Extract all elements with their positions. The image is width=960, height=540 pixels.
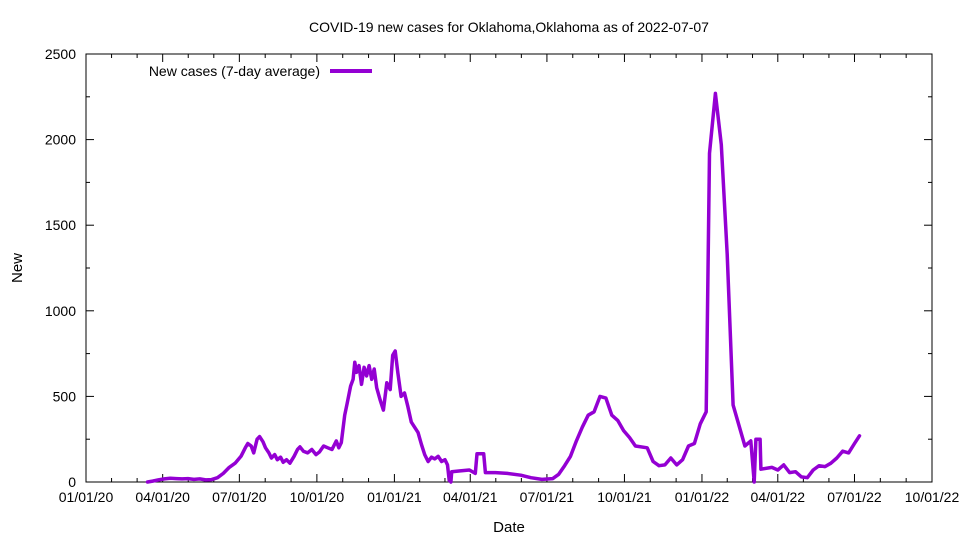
y-tick-label: 2500 bbox=[45, 46, 76, 62]
x-tick-label: 07/01/20 bbox=[212, 489, 267, 505]
chart-title: COVID-19 new cases for Oklahoma,Oklahoma… bbox=[309, 19, 709, 35]
y-tick-label: 1500 bbox=[45, 217, 76, 233]
x-tick-label: 04/01/20 bbox=[135, 489, 190, 505]
x-tick-label: 04/01/22 bbox=[751, 489, 806, 505]
y-tick-label: 500 bbox=[53, 388, 77, 404]
x-tick-label: 04/01/21 bbox=[443, 489, 498, 505]
chart-axes: 01/01/20 04/01/20 07/01/20 10/01/20 01/01/21… bbox=[45, 46, 960, 505]
series-line-0 bbox=[145, 91, 862, 484]
y-tick-label: 1000 bbox=[45, 303, 76, 319]
x-tick-label: 01/01/22 bbox=[675, 489, 730, 505]
x-tick-label: 10/01/22 bbox=[905, 489, 960, 505]
y-tick-label: 0 bbox=[68, 474, 76, 490]
legend: New cases (7-day average) bbox=[149, 63, 372, 79]
plot-frame bbox=[85, 53, 933, 483]
legend-label: New cases (7-day average) bbox=[149, 63, 320, 79]
x-axis-label: Date bbox=[493, 519, 525, 536]
y-axis-label: New bbox=[9, 253, 26, 283]
x-tick-label: 07/01/22 bbox=[827, 489, 882, 505]
y-tick-label: 2000 bbox=[45, 132, 76, 148]
x-tick-label: 10/01/20 bbox=[290, 489, 345, 505]
x-tick-label: 07/01/21 bbox=[520, 489, 575, 505]
series-group bbox=[145, 91, 862, 484]
x-tick-label: 01/01/21 bbox=[367, 489, 422, 505]
x-tick-label: 01/01/20 bbox=[59, 489, 114, 505]
x-tick-label: 10/01/21 bbox=[597, 489, 652, 505]
